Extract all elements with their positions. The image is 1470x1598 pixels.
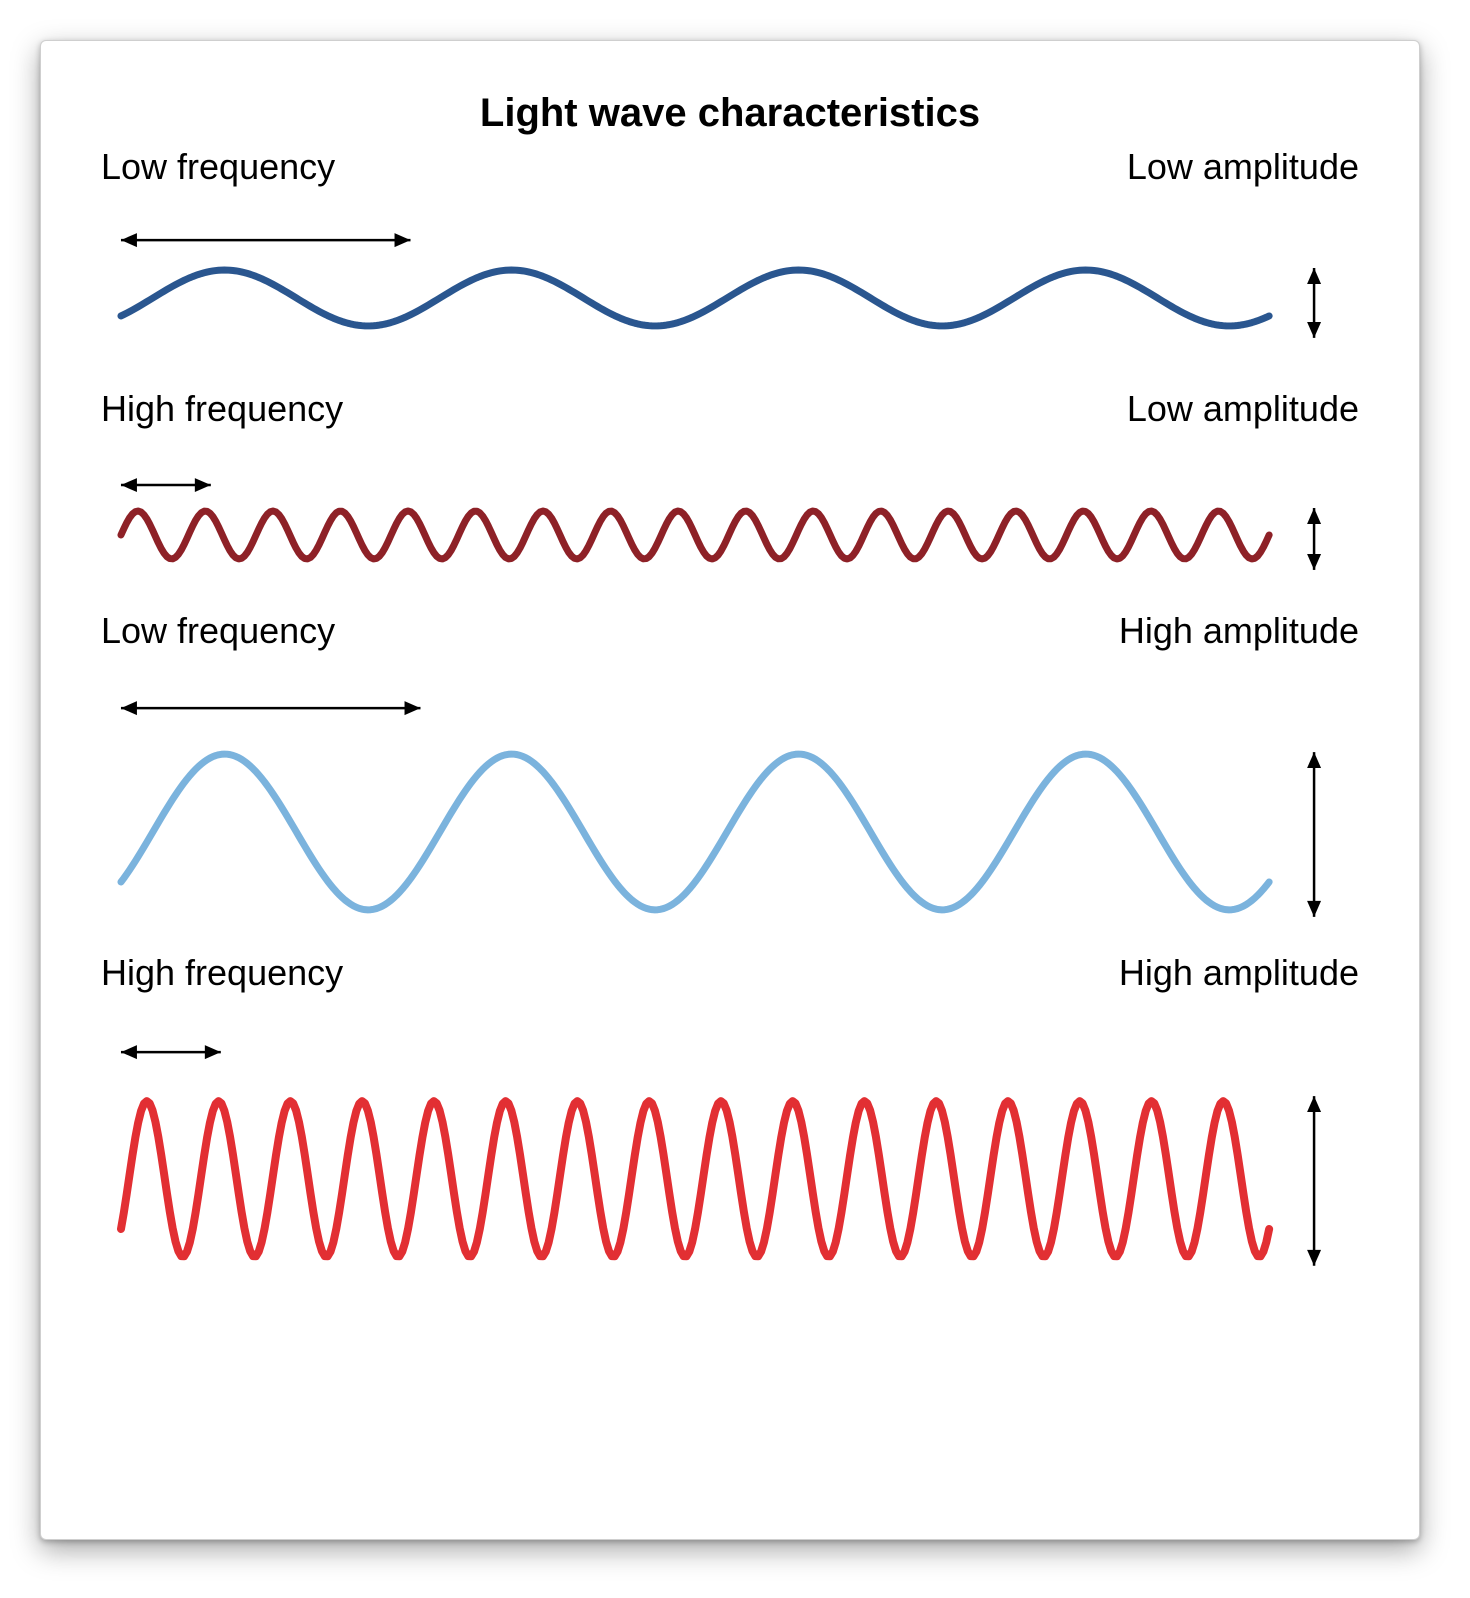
wave-svg	[101, 994, 1359, 1294]
wave-panel-high-freq-low-amp: High frequency Low amplitude	[101, 388, 1359, 610]
wavelength-arrow-icon	[121, 701, 421, 715]
panel-labels: High frequency High amplitude	[101, 952, 1359, 994]
diagram-title: Light wave characteristics	[101, 91, 1359, 136]
wave-path	[121, 754, 1269, 910]
panel-labels: Low frequency Low amplitude	[101, 146, 1359, 188]
amplitude-label: Low amplitude	[1127, 388, 1359, 430]
amplitude-label: High amplitude	[1119, 952, 1359, 994]
wavelength-arrow-icon	[121, 1045, 221, 1059]
wave-panel-low-freq-low-amp: Low frequency Low amplitude	[101, 146, 1359, 388]
wave-svg	[101, 430, 1359, 610]
amplitude-label: High amplitude	[1119, 610, 1359, 652]
wave-panel-low-freq-high-amp: Low frequency High amplitude	[101, 610, 1359, 952]
wave-panel-high-freq-high-amp: High frequency High amplitude	[101, 952, 1359, 1294]
amplitude-label: Low amplitude	[1127, 146, 1359, 188]
wave-svg	[101, 188, 1359, 388]
panel-labels: High frequency Low amplitude	[101, 388, 1359, 430]
panels-container: Low frequencyLow amplitudeHigh frequency…	[101, 146, 1359, 1294]
frequency-label: Low frequency	[101, 146, 335, 188]
wave-svg	[101, 652, 1359, 952]
wave-path	[121, 1101, 1269, 1256]
stage: Light wave characteristics Low frequency…	[0, 0, 1470, 1598]
frequency-label: High frequency	[101, 952, 343, 994]
wavelength-arrow-icon	[121, 233, 411, 247]
amplitude-arrow-icon	[1307, 268, 1321, 338]
diagram-card: Light wave characteristics Low frequency…	[40, 40, 1420, 1540]
wavelength-arrow-icon	[121, 478, 211, 492]
amplitude-arrow-icon	[1307, 508, 1321, 570]
amplitude-arrow-icon	[1307, 1096, 1321, 1266]
frequency-label: Low frequency	[101, 610, 335, 652]
panel-labels: Low frequency High amplitude	[101, 610, 1359, 652]
frequency-label: High frequency	[101, 388, 343, 430]
wave-path	[121, 270, 1269, 326]
wave-path	[121, 511, 1269, 559]
amplitude-arrow-icon	[1307, 752, 1321, 917]
